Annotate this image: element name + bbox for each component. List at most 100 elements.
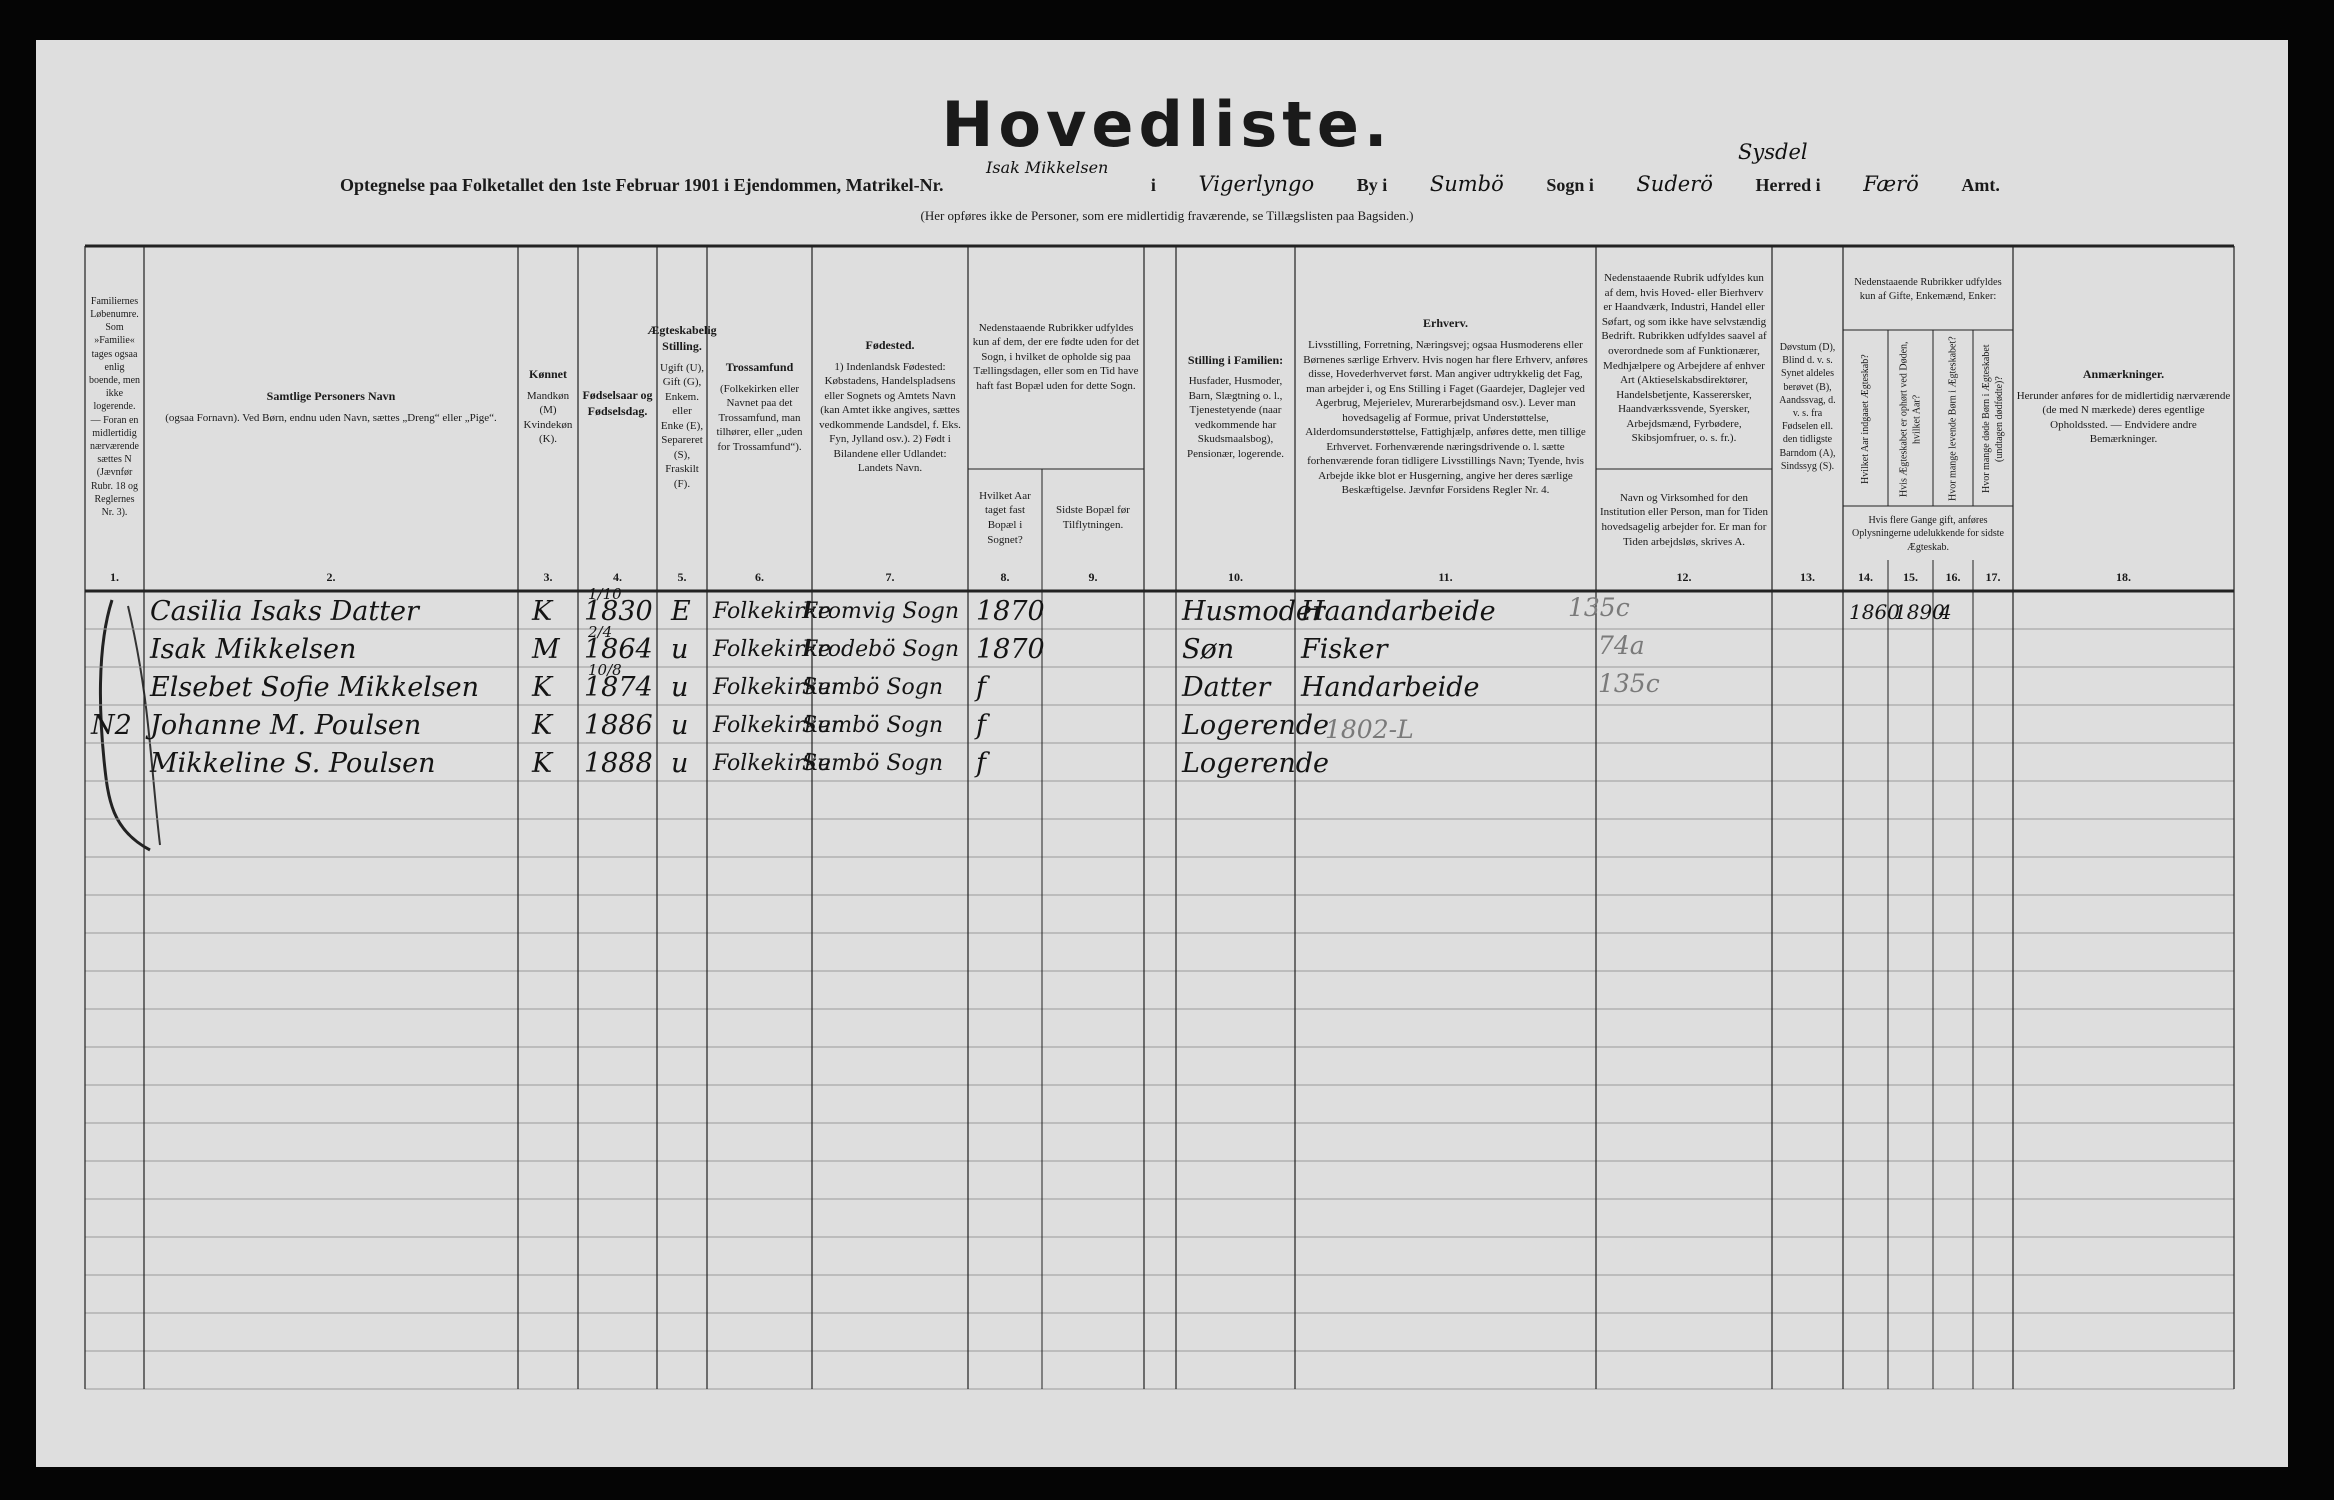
entry-position: Logerende	[1182, 748, 1329, 779]
column-header: Anmærkninger. Herunder anføres for de mid…	[2013, 252, 2234, 562]
column-number: 10.	[1228, 570, 1243, 584]
pencil-note: 1802-L	[1325, 715, 1414, 744]
column-header: Hvilket Aar indgaaet Ægteskab?	[1843, 336, 1888, 502]
column-text: 1) Indenlandsk Fødested: Købstadens, Han…	[819, 360, 961, 475]
entry-marriage-end: 1890	[1894, 600, 1945, 624]
entry-civil: u	[671, 710, 689, 741]
column-header: Trossamfund (Folkekirken eller Navnet paa…	[707, 252, 812, 562]
entry-birth-day: 10/8	[588, 661, 622, 679]
note: (Her opføres ikke de Personer, som ere m…	[920, 208, 1414, 223]
entry-name: Johanne M. Poulsen	[150, 710, 422, 741]
group-header: Nedenstaaende Rubrikker udfyldes kun af …	[1854, 277, 2002, 302]
column-title: Anmærkninger.	[2082, 367, 2165, 382]
group-header: Nedenstaaende Rubrikker udfyldes kun af …	[972, 321, 1140, 392]
column-title: Trossamfund	[725, 359, 794, 374]
form-text: Optegnelse paa Folketallet den 1ste Febr…	[340, 175, 944, 195]
entry-name: Mikkeline S. Poulsen	[150, 748, 436, 779]
entry-birth-year: 1886	[584, 710, 653, 741]
column-title: Erhverv.	[1423, 316, 1468, 331]
column-number: 18.	[2116, 570, 2131, 584]
form-text: Sogn i	[1546, 175, 1594, 195]
entry-name: Casilia Isaks Datter	[150, 596, 419, 627]
column-text: Herunder anføres for de midlertidig nærv…	[2016, 389, 2231, 446]
column-header: Nedenstaaende Rubrik udfyldes kun af dem…	[1596, 252, 1772, 465]
column-number: 2.	[326, 570, 336, 584]
form-line: Optegnelse paa Folketallet den 1ste Febr…	[340, 158, 2000, 196]
entry-birth-year: 1874	[584, 672, 653, 703]
entry-year-settled: f	[976, 672, 986, 703]
form-text: By i	[1356, 175, 1388, 195]
column-header: Døvstum (D), Blind d. v. s. Synet aldele…	[1772, 252, 1843, 562]
column-text: Livsstilling, Forretning, Næringsvej; og…	[1303, 339, 1588, 497]
entry-occupation: Handarbeide	[1301, 672, 1480, 703]
column-text: (ogsaa Fornavn). Ved Børn, endnu uden Na…	[165, 411, 497, 424]
handwritten-sogn: Suderö	[1636, 172, 1713, 196]
column-text: Navn og Virksomhed for den Institution e…	[1599, 491, 1769, 548]
entry-birthplace: Sumbö Sogn	[802, 675, 943, 700]
entry-civil: u	[671, 748, 689, 779]
entry-religion: Folkekirke	[713, 599, 831, 624]
pencil-note: 135c	[1598, 669, 1660, 698]
column-title: Fødested.	[865, 338, 915, 353]
group-note: Hvis flere Gange gift, anføres Oplysning…	[1852, 515, 2004, 553]
handwritten-matrikel: Isak Mikkelsen	[986, 158, 1109, 177]
entry-position: Husmoder	[1182, 596, 1325, 627]
entry-marriage-year: 1860	[1849, 600, 1900, 624]
entry-sex: K	[532, 672, 553, 703]
entry-year-settled: 1870	[976, 634, 1045, 665]
column-title: Kønnet	[528, 367, 567, 382]
column-text: Hvilket Aar taget fast Bopæl i Sognet?	[979, 489, 1031, 546]
entry-sex: K	[532, 596, 553, 627]
column-title: Samtlige Personers Navn	[266, 388, 396, 403]
column-text: Hvor mange levende Børn i Ægteskabet?	[1947, 336, 1959, 502]
column-number: 7.	[885, 570, 895, 584]
column-header: Erhverv. Livsstilling, Forretning, Næring…	[1295, 252, 1596, 562]
column-header: Sidste Bopæl før Tilflytningen.	[1042, 476, 1144, 560]
column-text: Døvstum (D), Blind d. v. s. Synet aldele…	[1779, 342, 1836, 472]
column-number: 17.	[1985, 570, 2001, 584]
column-number: 1.	[110, 570, 119, 584]
column-number: 8.	[1000, 570, 1010, 584]
column-header: Ægteskabelig Stilling. Ugift (U), Gift (G…	[647, 252, 716, 562]
title: Hovedliste.	[941, 88, 1393, 161]
column-title: Ægteskabelig Stilling.	[647, 322, 717, 353]
entry-birthplace: Frodebö Sogn	[802, 637, 960, 662]
column-number: 6.	[755, 570, 764, 584]
pencil-note: 74a	[1598, 631, 1645, 660]
column-text: (Folkekirken eller Navnet paa det Trossa…	[716, 382, 803, 453]
column-header: Fødested. 1) Indenlandsk Fødested: Købsta…	[812, 252, 968, 562]
entry-year-settled: 1870	[976, 596, 1045, 627]
column-text: Hvor mange døde Børn i Ægteskabet (undta…	[1980, 344, 2005, 494]
column-text: Mandkøn (M) Kvindekøn (K).	[523, 389, 573, 446]
column-header: Hvilket Aar taget fast Bopæl i Sognet?	[968, 476, 1042, 560]
column-number: 12.	[1676, 570, 1692, 584]
column-number: 4.	[613, 570, 622, 584]
column-header: Samtlige Personers Navn (ogsaa Fornavn). …	[144, 252, 518, 562]
entry-birthplace: Fromvig Sogn	[802, 599, 959, 624]
entry-civil: u	[671, 634, 689, 665]
paper	[36, 40, 2288, 1467]
column-number: 11.	[1438, 570, 1453, 584]
column-header: Hvor mange døde Børn i Ægteskabet (undta…	[1973, 336, 2013, 502]
column-header: Familiernes Løbenumre. Som »Familie« tag…	[85, 252, 144, 562]
column-number: 9.	[1088, 570, 1098, 584]
entry-children-living: 4	[1939, 600, 1952, 624]
entry-name: Isak Mikkelsen	[150, 634, 357, 665]
entry-birthplace: Sumbö Sogn	[802, 713, 943, 738]
entry-civil: E	[671, 596, 691, 627]
pen-stroke	[127, 605, 161, 846]
entry-birth-day: 1/10	[588, 585, 622, 603]
entry-family: N2	[91, 710, 132, 741]
entry-position: Datter	[1182, 672, 1271, 703]
entry-year-settled: f	[976, 710, 986, 741]
handwritten-by: Sumbö	[1429, 172, 1504, 196]
entry-birth-year: 1830	[584, 596, 653, 627]
entry-name: Elsebet Sofie Mikkelsen	[150, 672, 480, 703]
column-title: Fødselsaar og Fødselsdag.	[582, 388, 653, 418]
form-text: Amt.	[1961, 175, 2000, 195]
pen-stroke	[98, 599, 151, 852]
column-header: Stilling i Familien: Husfader, Husmoder, …	[1176, 252, 1295, 562]
entry-year-settled: f	[976, 748, 986, 779]
